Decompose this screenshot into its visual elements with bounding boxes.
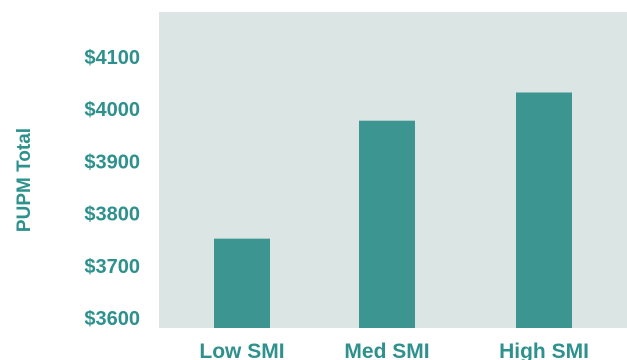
y-tick-label: $3600: [84, 308, 140, 330]
y-tick-label: $3900: [84, 151, 140, 173]
y-tick-label: $3700: [84, 256, 140, 278]
x-category-label: Low SMI: [199, 340, 284, 360]
bar-low-smi: [214, 238, 270, 328]
y-tick-label: $4000: [84, 99, 140, 121]
y-axis-label: PUPM Total: [14, 128, 35, 232]
x-category-label: High SMI: [499, 340, 589, 360]
bar-med-smi: [359, 120, 415, 329]
bar-high-smi: [516, 92, 572, 328]
y-tick-label: $4100: [84, 47, 140, 69]
y-tick-label: $3800: [84, 204, 140, 226]
x-category-label: Med SMI: [344, 340, 429, 360]
